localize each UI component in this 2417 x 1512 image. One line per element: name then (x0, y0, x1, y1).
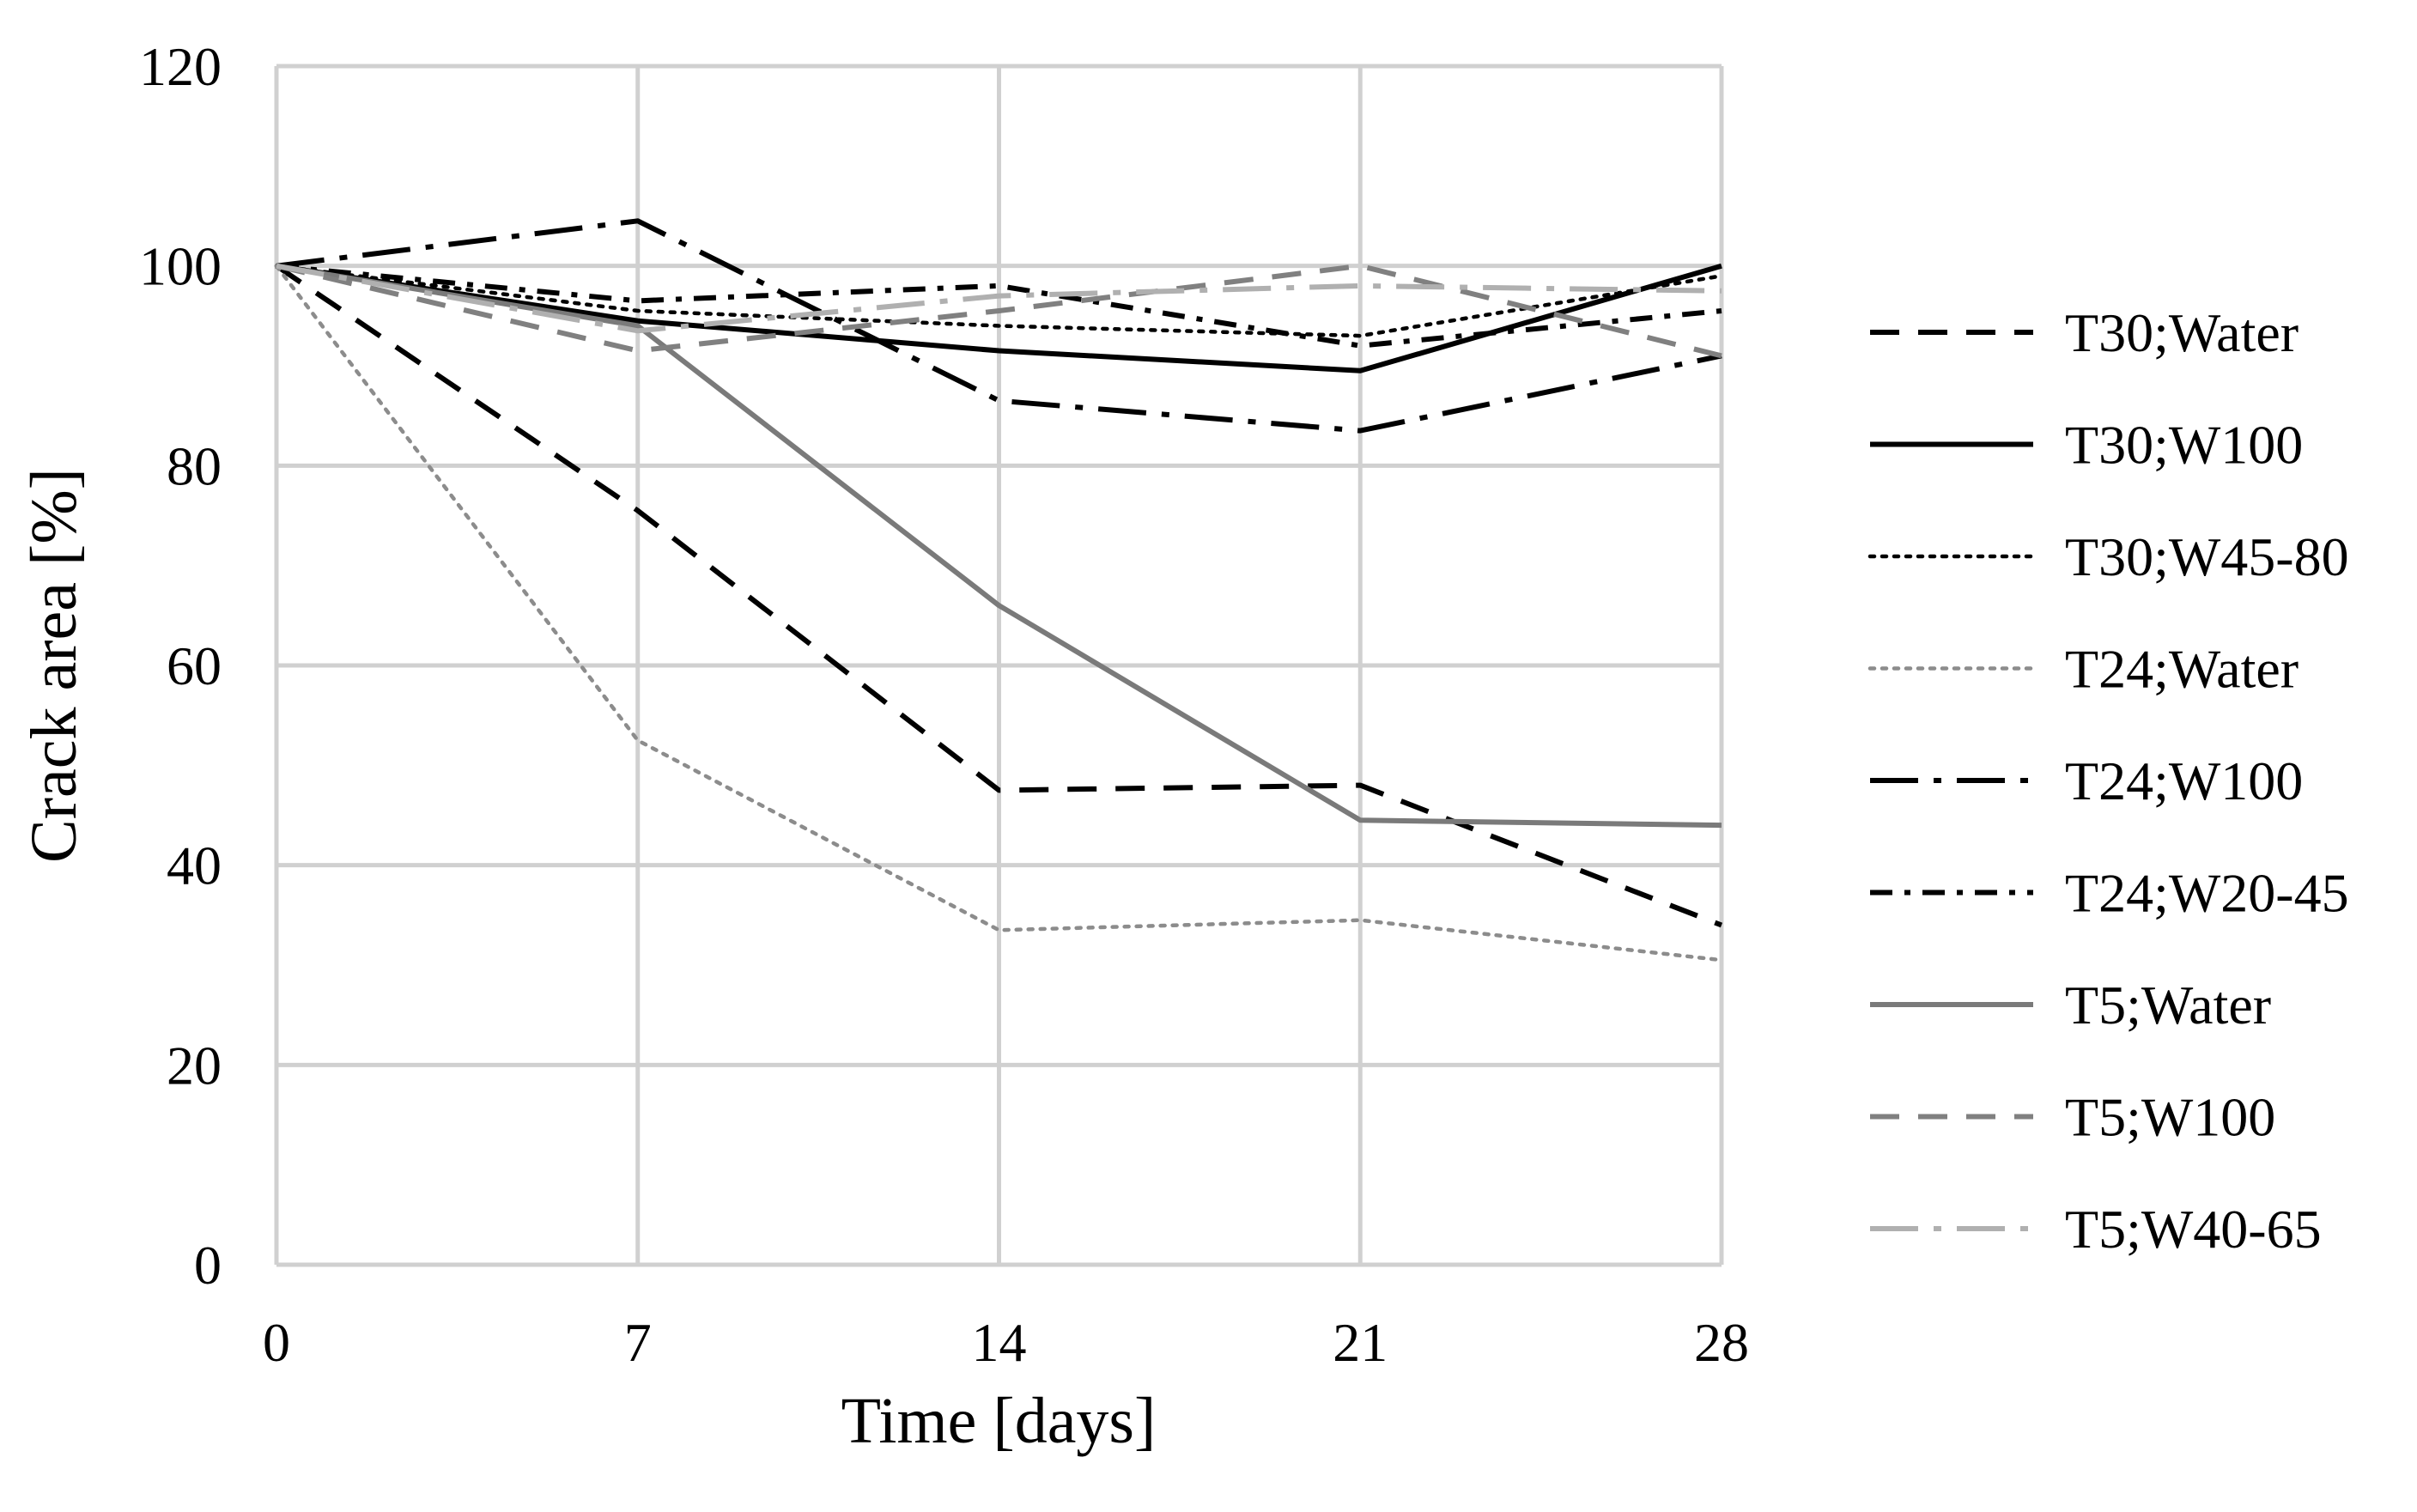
legend-item: T5;W40-65 (1870, 1199, 2322, 1260)
legend-item: T24;Water (1867, 639, 2299, 700)
x-axis-title: Time [days] (841, 1385, 1157, 1457)
y-tick-label: 40 (167, 835, 222, 896)
x-tick-label: 21 (1333, 1312, 1388, 1373)
legend-label: T5;Water (2065, 975, 2271, 1035)
x-tick-label: 0 (263, 1312, 290, 1373)
legend-label: T30;Water (2065, 302, 2299, 363)
legend-item: T30;Water (1870, 302, 2299, 363)
y-tick-label: 0 (194, 1235, 222, 1296)
legend-label: T24;Water (2065, 639, 2299, 700)
legend-label: T24;W100 (2065, 750, 2303, 811)
series-line-t24-w100 (276, 218, 1722, 434)
legend-item: T24;W20-45 (1870, 863, 2349, 924)
legend-label: T5;W40-65 (2065, 1199, 2322, 1260)
x-tick-label: 14 (972, 1312, 1027, 1373)
legend-item: T30;W45-80 (1867, 526, 2349, 587)
legend-label: T5;W100 (2065, 1087, 2275, 1148)
legend: T30;Water T30;W100 T30;W45-80 T24;Water T24;… (1867, 302, 2349, 1260)
series-line-t24-water (274, 264, 1724, 962)
y-tick-label: 120 (139, 36, 222, 97)
legend-label: T30;W45-80 (2065, 526, 2349, 587)
x-tick-label: 7 (624, 1312, 652, 1373)
y-tick-label: 80 (167, 435, 222, 496)
y-tick-label: 60 (167, 635, 222, 696)
series-line-t30-water (275, 264, 1723, 928)
y-axis-title: Crack area [%] (18, 468, 90, 863)
grid-layer (274, 64, 1724, 1267)
y-tick-label: 100 (139, 236, 222, 297)
legend-item: T5;W100 (1870, 1087, 2275, 1148)
legend-item: T24;W100 (1870, 750, 2303, 811)
series-layer (274, 218, 1724, 962)
series-line-t30-w45-80 (274, 264, 1724, 338)
series-line-t5-w40-65 (276, 263, 1722, 334)
y-tick-label: 20 (167, 1035, 222, 1096)
series-line-t24-w20-45 (276, 263, 1722, 349)
legend-item: T30;W100 (1870, 415, 2303, 476)
series-line-t5-w100 (276, 263, 1722, 359)
series-line-t5-water (276, 263, 1722, 829)
legend-item: T5;Water (1870, 975, 2271, 1035)
y-axis-ticks: 0 20 40 60 80 100 120 (139, 36, 222, 1296)
x-tick-label: 28 (1694, 1312, 1749, 1373)
legend-label: T30;W100 (2065, 415, 2303, 476)
x-axis-ticks: 0 7 14 21 28 (263, 1312, 1749, 1373)
legend-label: T24;W20-45 (2065, 863, 2349, 924)
